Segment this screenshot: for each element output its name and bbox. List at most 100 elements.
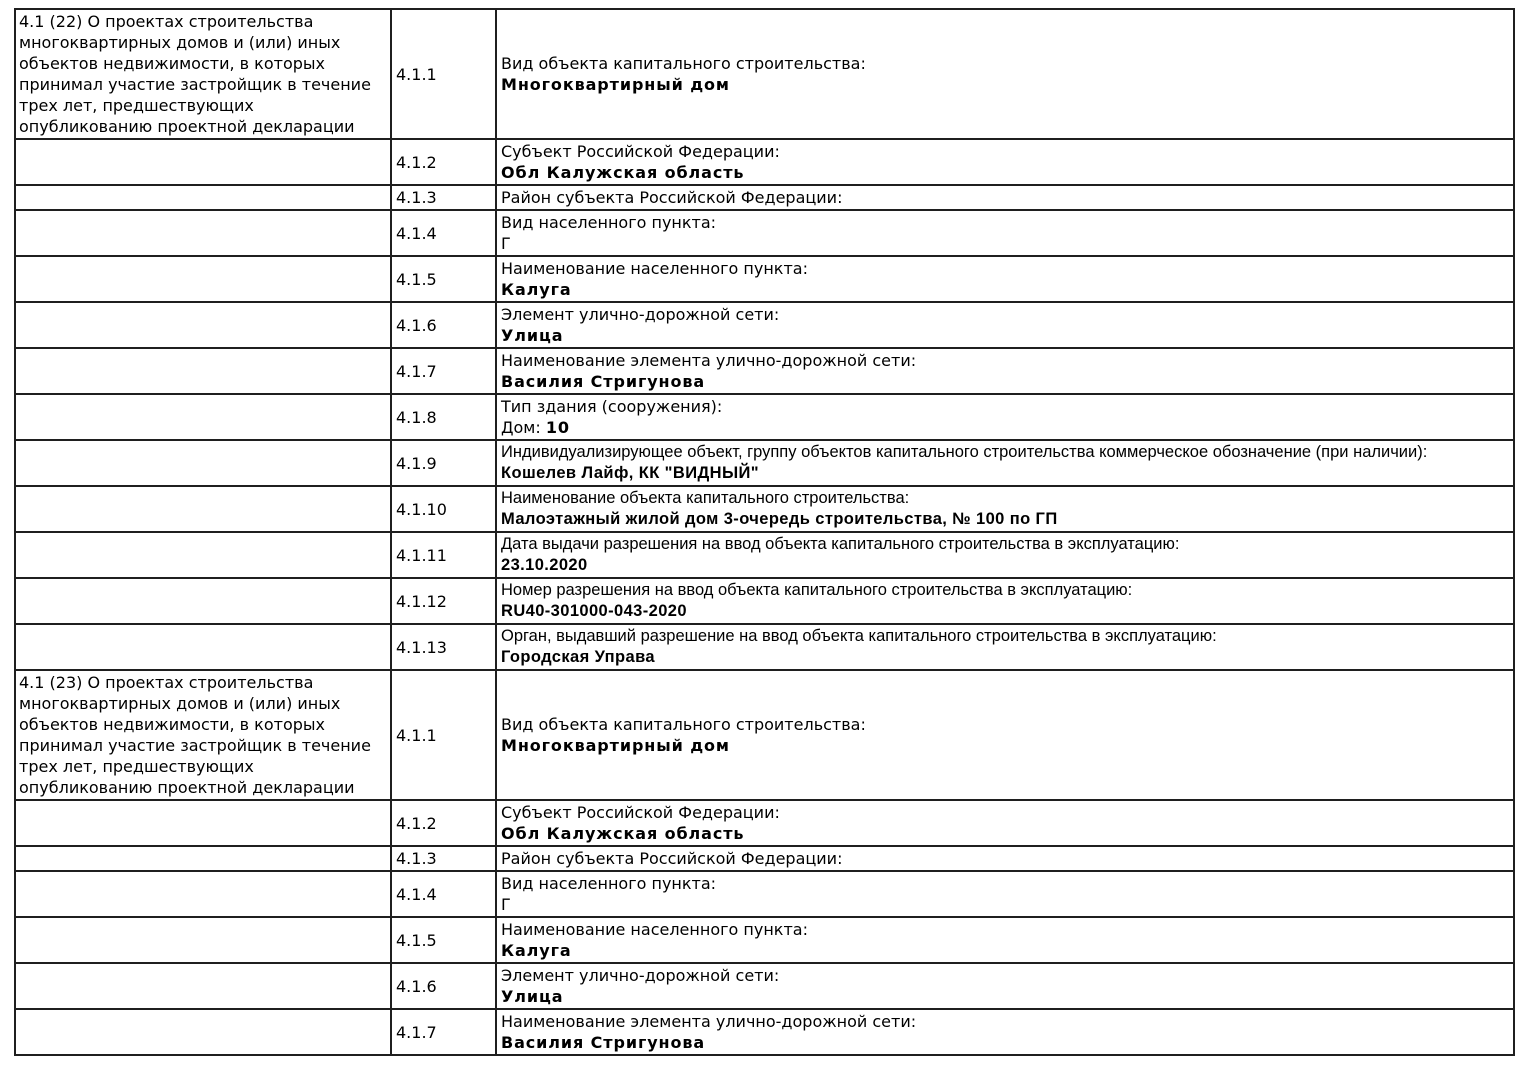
section-description-cell [14, 799, 392, 847]
item-content-cell: Вид объекта капитального строительства: … [495, 669, 1515, 801]
item-number-cell: 4.1.6 [390, 301, 497, 349]
table-row: 4.1.7 Наименование элемента улично-дорож… [14, 1008, 1515, 1056]
item-number-cell: 4.1.2 [390, 138, 497, 186]
table-row: 4.1.5 Наименование населенного пункта: К… [14, 255, 1515, 303]
item-content-cell: Наименование элемента улично-дорожной се… [495, 1008, 1515, 1056]
section-description-cell [14, 347, 392, 395]
field-value: Улица [501, 326, 564, 345]
section-description-cell [14, 255, 392, 303]
item-content-cell: Субъект Российской Федерации: Обл Калужс… [495, 138, 1515, 186]
item-content-cell: Элемент улично-дорожной сети: Улица [495, 962, 1515, 1010]
item-number-cell: 4.1.2 [390, 799, 497, 847]
section-header-cell: 4.1 (22) О проектах строительства многок… [14, 8, 392, 140]
field-label: Вид населенного пункта: [501, 213, 717, 232]
item-number-cell: 4.1.7 [390, 1008, 497, 1056]
field-label: Элемент улично-дорожной сети: [501, 966, 780, 985]
item-number-cell: 4.1.8 [390, 393, 497, 441]
item-number-cell: 4.1.7 [390, 347, 497, 395]
field-value: Г [501, 234, 511, 253]
field-value: Улица [501, 987, 564, 1006]
field-label: Наименование элемента улично-дорожной се… [501, 351, 917, 370]
item-number-cell: 4.1.4 [390, 870, 497, 918]
section-description-cell [14, 962, 392, 1010]
table-row: 4.1.2 Субъект Российской Федерации: Обл … [14, 799, 1515, 847]
item-content-cell: Наименование элемента улично-дорожной се… [495, 347, 1515, 395]
field-value-line: Дом: 10 [501, 417, 1509, 438]
item-number-cell: 4.1.3 [390, 184, 497, 211]
section-description-cell [14, 577, 392, 625]
section-description-cell [14, 623, 392, 671]
table-row: 4.1.6 Элемент улично-дорожной сети: Улиц… [14, 962, 1515, 1010]
table-row: 4.1.8 Тип здания (сооружения): Дом: 10 [14, 393, 1515, 441]
field-value-line: Многоквартирный дом [501, 74, 1509, 95]
declaration-table: 4.1 (22) О проектах строительства многок… [14, 8, 1515, 1056]
section-description-cell [14, 531, 392, 579]
table-row: 4.1.9 Индивидуализирующее объект, группу… [14, 439, 1515, 487]
section-description-cell [14, 393, 392, 441]
field-label: Район субъекта Российской Федерации: [501, 188, 843, 207]
field-value-line: Улица [501, 325, 1509, 346]
field-value: Кошелев Лайф, КК "ВИДНЫЙ" [501, 464, 759, 482]
item-content-cell: Наименование населенного пункта: Калуга [495, 255, 1515, 303]
field-label: Элемент улично-дорожной сети: [501, 305, 780, 324]
table-row: 4.1.13 Орган, выдавший разрешение на вво… [14, 623, 1515, 671]
field-value-line: Малоэтажный жилой дом 3-очередь строител… [501, 509, 1509, 530]
item-content-cell: Тип здания (сооружения): Дом: 10 [495, 393, 1515, 441]
section-description-cell [14, 209, 392, 257]
table-row: 4.1.2 Субъект Российской Федерации: Обл … [14, 138, 1515, 186]
field-value: Калуга [501, 280, 572, 299]
section-description-cell [14, 870, 392, 918]
field-value: Малоэтажный жилой дом 3-очередь строител… [501, 510, 1058, 528]
field-value-line: Г [501, 894, 1509, 915]
section-1: 4.1 (22) О проектах строительства многок… [14, 8, 1515, 671]
section-2: 4.1 (23) О проектах строительства многок… [14, 669, 1515, 1056]
item-number-cell: 4.1.12 [390, 577, 497, 625]
section-description-cell [14, 1008, 392, 1056]
field-value-line: RU40-301000-043-2020 [501, 601, 1509, 622]
field-value: Обл Калужская область [501, 824, 745, 843]
field-label: Дата выдачи разрешения на ввод объекта к… [501, 535, 1180, 553]
table-row: 4.1.12 Номер разрешения на ввод объекта … [14, 577, 1515, 625]
field-value-line: Г [501, 233, 1509, 254]
item-content-cell: Орган, выдавший разрешение на ввод объек… [495, 623, 1515, 671]
field-value: Городская Управа [501, 648, 655, 666]
item-content-cell: Вид населенного пункта: Г [495, 870, 1515, 918]
field-label: Тип здания (сооружения): [501, 397, 723, 416]
item-content-cell: Элемент улично-дорожной сети: Улица [495, 301, 1515, 349]
field-label: Индивидуализирующее объект, группу объек… [501, 443, 1428, 461]
section-description-cell [14, 138, 392, 186]
field-label: Вид объекта капитального строительства: [501, 54, 866, 73]
field-label: Наименование населенного пункта: [501, 920, 808, 939]
item-number-cell: 4.1.4 [390, 209, 497, 257]
field-label: Номер разрешения на ввод объекта капитал… [501, 581, 1133, 599]
field-value: RU40-301000-043-2020 [501, 602, 687, 620]
item-content-cell: Субъект Российской Федерации: Обл Калужс… [495, 799, 1515, 847]
table-row: 4.1.11 Дата выдачи разрешения на ввод об… [14, 531, 1515, 579]
field-value: Калуга [501, 941, 572, 960]
field-value-line: Калуга [501, 279, 1509, 300]
field-value: Многоквартирный дом [501, 75, 730, 94]
table-row: 4.1.10 Наименование объекта капитального… [14, 485, 1515, 533]
item-content-cell: Наименование населенного пункта: Калуга [495, 916, 1515, 964]
table-row: 4.1.5 Наименование населенного пункта: К… [14, 916, 1515, 964]
field-value: Г [501, 895, 511, 914]
table-row: 4.1.3 Район субъекта Российской Федераци… [14, 184, 1515, 211]
item-number-cell: 4.1.5 [390, 255, 497, 303]
field-value: 10 [545, 418, 570, 437]
section-description-cell [14, 301, 392, 349]
field-label: Район субъекта Российской Федерации: [501, 849, 843, 868]
field-value: Обл Калужская область [501, 163, 745, 182]
item-content-cell: Вид объекта капитального строительства: … [495, 8, 1515, 140]
section-description-cell [14, 485, 392, 533]
field-label: Наименование объекта капитального строит… [501, 489, 910, 507]
item-content-cell: Индивидуализирующее объект, группу объек… [495, 439, 1515, 487]
item-number-cell: 4.1.13 [390, 623, 497, 671]
item-number-cell: 4.1.5 [390, 916, 497, 964]
item-content-cell: Район субъекта Российской Федерации: [495, 184, 1515, 211]
item-content-cell: Дата выдачи разрешения на ввод объекта к… [495, 531, 1515, 579]
field-value-line: Улица [501, 986, 1509, 1007]
field-value-prefix: Дом: [501, 418, 546, 437]
field-value-line: Кошелев Лайф, КК "ВИДНЫЙ" [501, 463, 1509, 484]
field-value: Василия Стригунова [501, 1033, 706, 1052]
field-label: Вид населенного пункта: [501, 874, 717, 893]
